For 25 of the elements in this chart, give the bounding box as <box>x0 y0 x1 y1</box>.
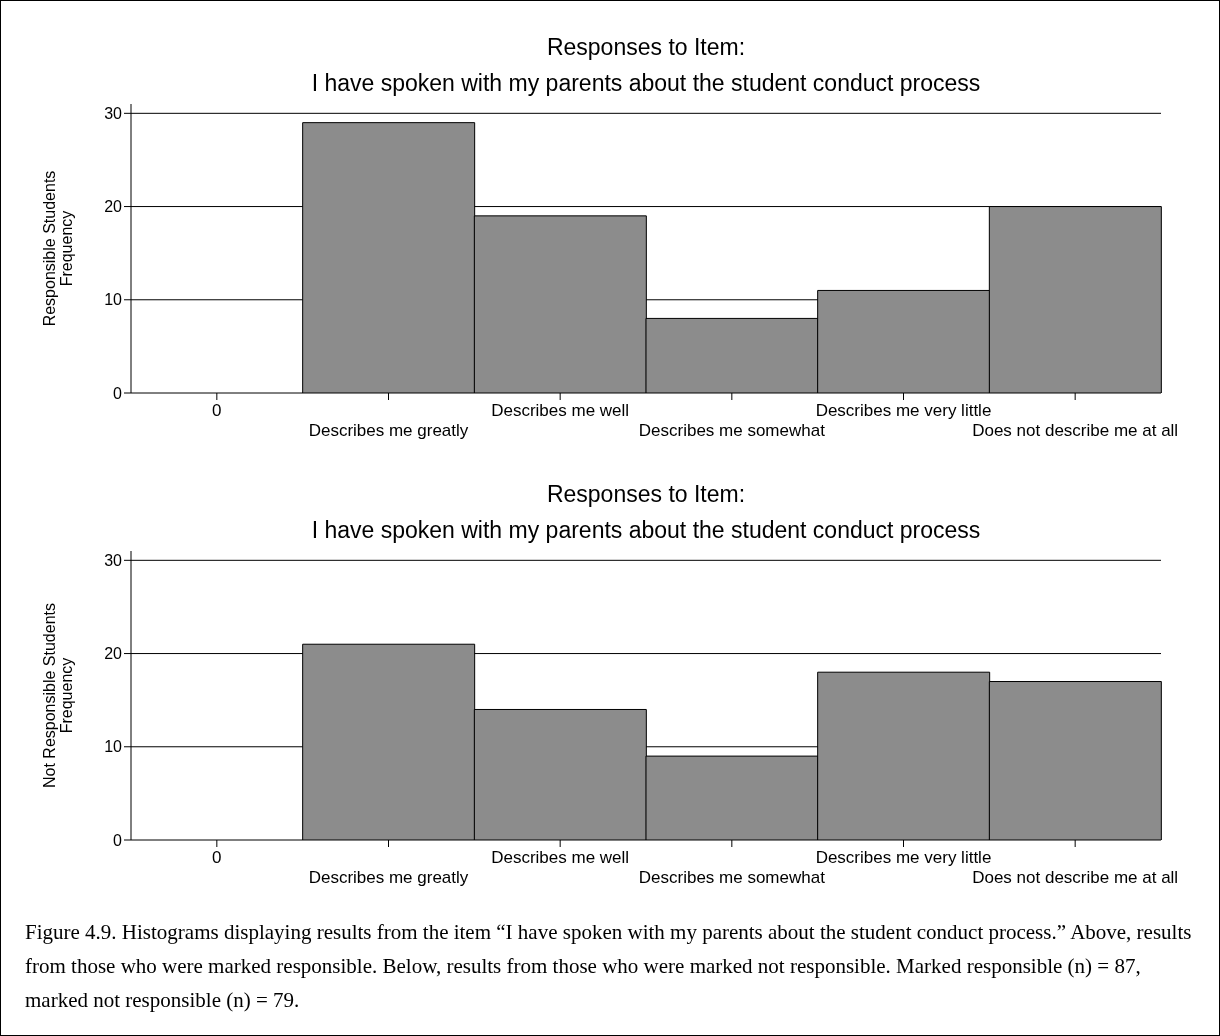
x-tick-label: 0 <box>212 848 222 867</box>
y-tick-label: 0 <box>113 384 123 402</box>
x-tick-label: Describes me very little <box>815 848 992 867</box>
y-tick-label: 20 <box>104 198 123 216</box>
x-tick-label: Does not describe me at all <box>972 868 1179 887</box>
x-tick-label: Describes me somewhat <box>638 868 826 887</box>
y-axis-title: Not Responsible Students Frequency <box>41 603 75 788</box>
y-tick-label: 10 <box>104 291 123 309</box>
y-tick-label: 30 <box>104 552 123 569</box>
x-tick-label: Does not describe me at all <box>972 421 1179 440</box>
y-tick-label: 20 <box>104 645 123 663</box>
x-tick-label: Describes me greatly <box>308 868 469 887</box>
y-tick-label: 10 <box>104 738 123 756</box>
y-axis-title: Responsible Students Frequency <box>41 170 75 327</box>
x-tick-label: Describes me somewhat <box>638 421 826 440</box>
y-tick-label: 0 <box>113 831 123 849</box>
x-tick-label: Describes me well <box>491 848 630 867</box>
x-tick-label: Describes me very little <box>815 401 992 420</box>
chart-title: Responses to Item: I have spoken with my parents about the student conduct process <box>310 480 982 545</box>
x-tick-label: Describes me well <box>491 401 630 420</box>
x-tick-label: Describes me greatly <box>308 421 469 440</box>
x-tick-label: 0 <box>212 401 222 420</box>
chart-title: Responses to Item: I have spoken with my parents about the student conduct process <box>310 33 982 98</box>
caption: Figure 4.9. Histograms displaying results from the item “I have spoken with my parents about the student conduct process.” Above, results from those who were marked responsible. Below, results from those who were marked not responsible. Marked responsible (n) = 87, marked not responsible (n) = 79. <box>25 919 1193 1014</box>
y-tick-label: 30 <box>104 105 123 122</box>
